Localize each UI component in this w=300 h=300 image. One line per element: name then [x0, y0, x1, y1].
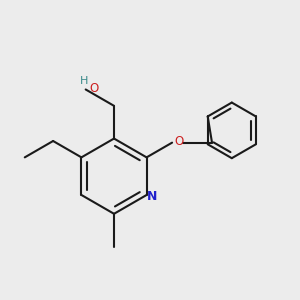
Text: H: H [80, 76, 88, 85]
Text: O: O [89, 82, 98, 95]
Text: N: N [147, 190, 158, 203]
Text: O: O [175, 134, 184, 148]
